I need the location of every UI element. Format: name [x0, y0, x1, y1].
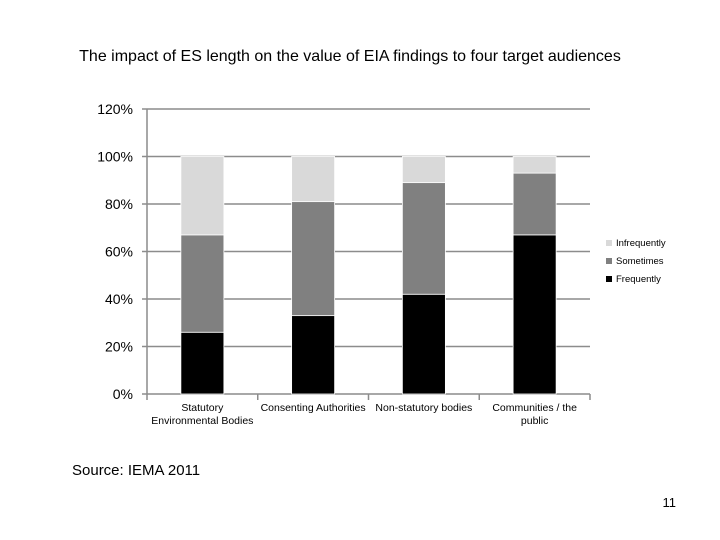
legend-swatch-sometimes: [606, 258, 612, 264]
y-tick-label: 80%: [105, 196, 133, 212]
bar-frequently: [401, 293, 446, 395]
legend: Infrequently Sometimes Frequently: [606, 238, 666, 285]
x-tick-label: Statutory: [181, 402, 224, 414]
legend-label-frequently: Frequently: [616, 274, 661, 285]
x-tick-label: Environmental Bodies: [151, 415, 253, 427]
legend-swatch-frequently: [606, 276, 612, 282]
y-tick-label: 40%: [105, 291, 133, 307]
y-tick-label: 20%: [105, 339, 133, 355]
bars: [180, 156, 557, 395]
bar-sometimes: [512, 172, 557, 236]
x-tick-label: Communities / the: [492, 402, 577, 414]
source-note: Source: IEMA 2011: [72, 462, 201, 479]
x-tick-label: Consenting Authorities: [261, 402, 366, 414]
y-tick-label: 100%: [97, 149, 133, 165]
bar-infrequently: [291, 156, 336, 203]
y-tick-label: 0%: [113, 386, 133, 402]
bar-infrequently: [401, 156, 446, 184]
y-tick-labels: 0% 20% 40% 60% 80% 100% 120%: [97, 101, 133, 402]
y-tick-label: 120%: [97, 101, 133, 117]
axes: [142, 108, 591, 400]
page-number: 11: [662, 495, 677, 510]
legend-swatch-infrequently: [606, 240, 612, 246]
legend-label-infrequently: Infrequently: [616, 238, 666, 249]
bar-sometimes: [401, 182, 446, 295]
bar-frequently: [180, 331, 225, 395]
x-tick-label: Non-statutory bodies: [375, 402, 472, 414]
y-tick-label: 60%: [105, 244, 133, 260]
bar-sometimes: [291, 201, 336, 317]
bar-infrequently: [180, 156, 225, 236]
legend-label-sometimes: Sometimes: [616, 256, 664, 267]
bar-infrequently: [512, 156, 557, 174]
bar-frequently: [512, 234, 557, 395]
x-tick-label: public: [521, 415, 548, 427]
slide-title: The impact of ES length on the value of …: [79, 48, 621, 65]
bar-sometimes: [180, 234, 225, 333]
bar-frequently: [291, 315, 336, 395]
